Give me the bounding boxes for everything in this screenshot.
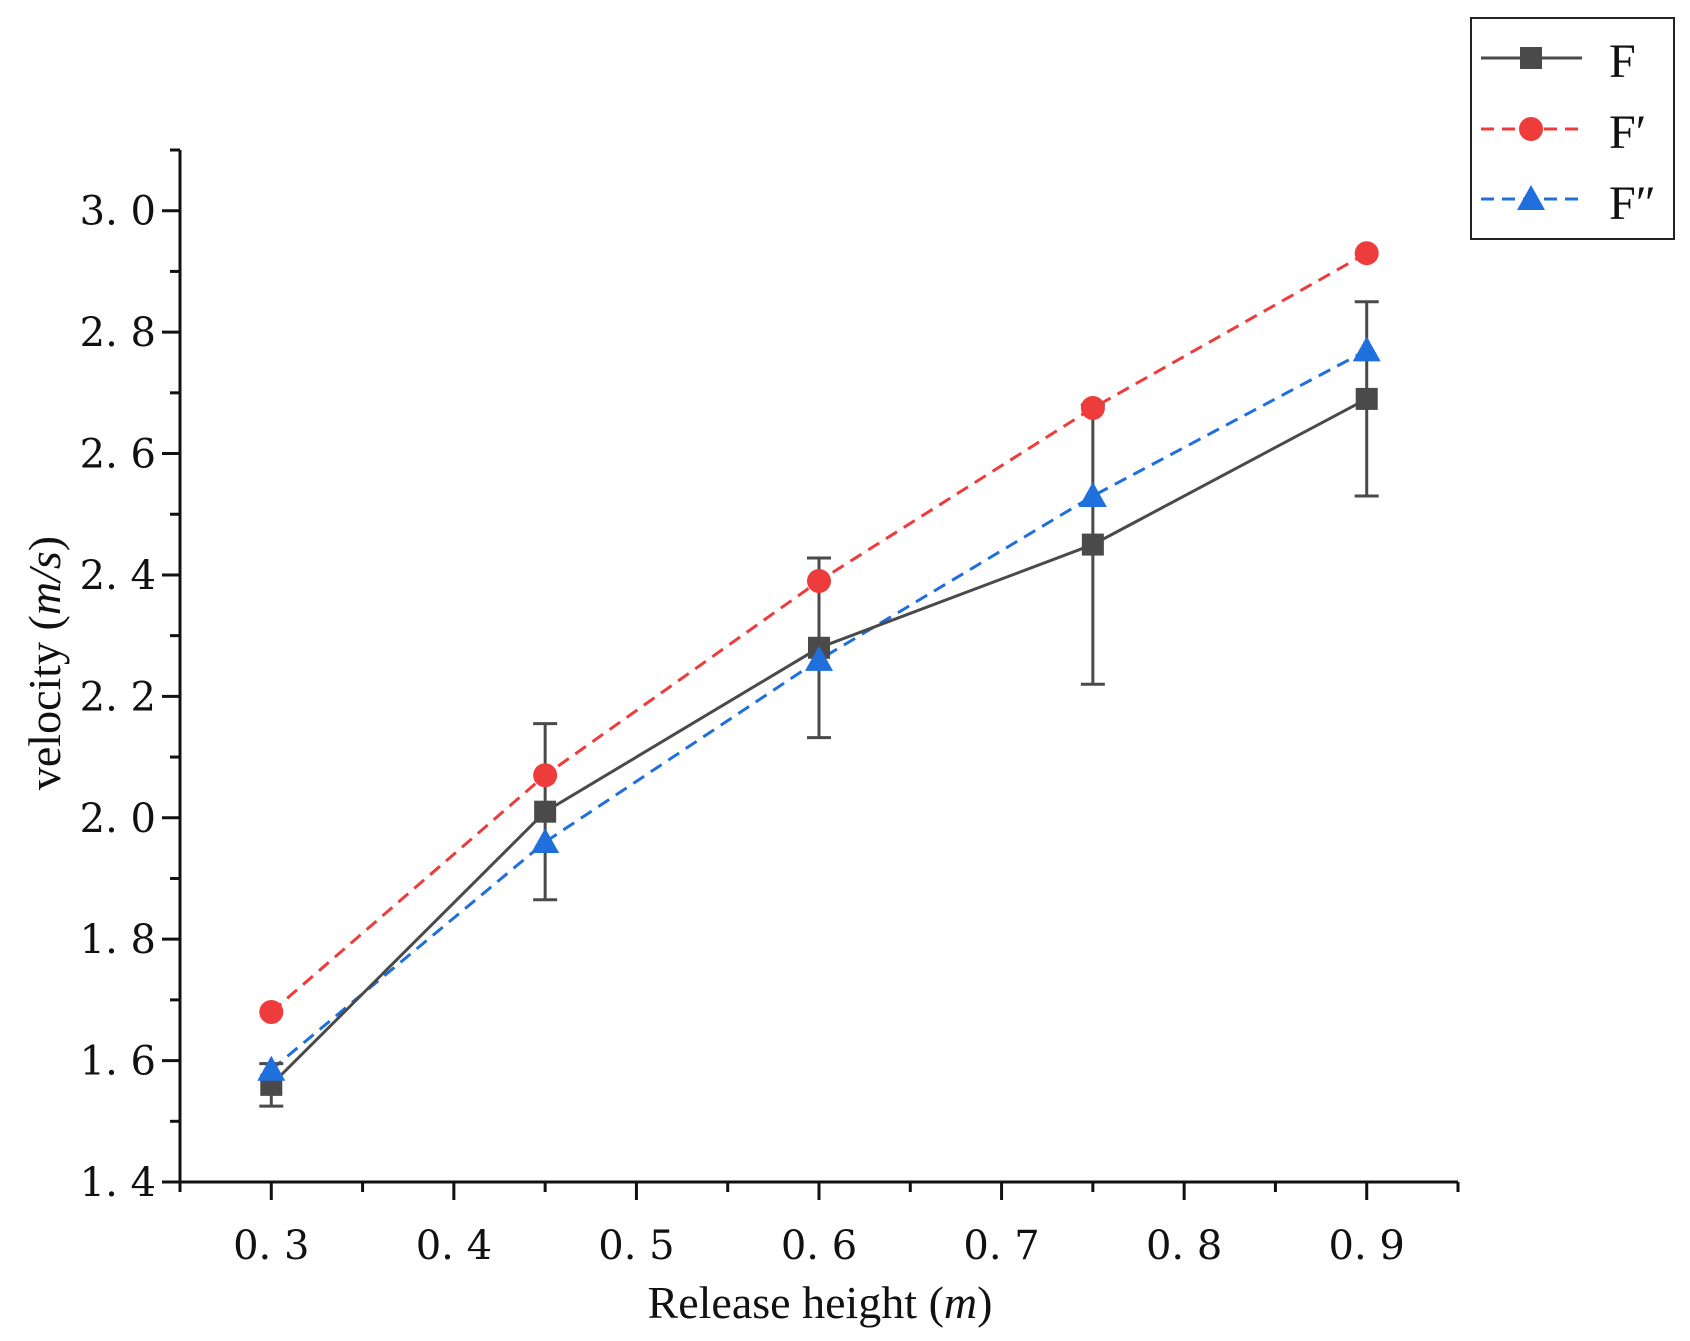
- x-tick-label: 0. 5: [598, 1223, 674, 1269]
- data-point-f: [534, 800, 557, 823]
- x-tick-label: 0. 7: [963, 1223, 1039, 1269]
- data-point-f-double-prime: [1352, 336, 1381, 362]
- x-tick-label: 0. 4: [416, 1223, 492, 1269]
- legend-marker-f-double-prime: [1517, 185, 1545, 210]
- legend-entries: [1481, 47, 1582, 210]
- x-axis-title-unit: m: [944, 1277, 977, 1328]
- y-tick-label: 3. 0: [80, 189, 156, 235]
- legend-marker-f: [1520, 47, 1542, 69]
- data-point-f-prime: [1354, 241, 1379, 266]
- data-point-f: [1355, 387, 1378, 410]
- y-axis-title-unit: m/s: [19, 551, 70, 615]
- x-axis-title: Release height (m): [648, 1277, 993, 1328]
- x-tick-label: 0. 3: [233, 1223, 309, 1269]
- y-tick-label: 2. 2: [80, 674, 156, 720]
- legend-label-f-double-prime: F″: [1609, 177, 1656, 230]
- data-point-f-double-prime: [531, 828, 560, 854]
- legend-marker-f-prime: [1519, 117, 1543, 141]
- data-point-f-prime: [533, 763, 558, 788]
- y-tick-label: 2. 8: [80, 310, 156, 356]
- x-tick-label: 0. 8: [1146, 1223, 1222, 1269]
- data-point-f-double-prime: [1078, 482, 1107, 508]
- data-point-f: [1081, 533, 1104, 556]
- data-point-f-prime: [807, 569, 831, 594]
- x-tick-label: 0. 9: [1329, 1223, 1405, 1269]
- x-tick-label: 0. 6: [781, 1223, 857, 1269]
- data-point-f-prime: [1080, 396, 1105, 420]
- legend-label-f: F: [1609, 35, 1636, 88]
- y-axis-title-text: velocity: [19, 642, 70, 790]
- y-tick-label: 1. 6: [80, 1039, 156, 1085]
- series-layer: [257, 241, 1381, 1108]
- y-tick-label: 2. 0: [80, 796, 156, 842]
- data-point-f-prime: [259, 1000, 284, 1025]
- y-tick-label: 2. 6: [80, 432, 156, 478]
- series-line-f-double-prime: [270, 349, 1368, 1071]
- y-tick-label: 1. 8: [80, 917, 156, 963]
- y-axis-title: velocity (m/s): [19, 536, 70, 790]
- legend-label-f-prime: F′: [1609, 106, 1646, 159]
- series-line-f: [270, 397, 1368, 1086]
- y-tick-label: 1. 4: [80, 1160, 156, 1206]
- data-point-f-double-prime: [805, 645, 833, 671]
- x-axis-title-text: Release height: [648, 1277, 918, 1328]
- axes: 0. 3 0. 4 0. 5 0. 6 0. 7 0. 8 0. 9 1. 4 1. 6 1. 8…: [80, 148, 1460, 1269]
- legend: F F′ F″: [1470, 17, 1675, 240]
- y-tick-label: 2. 4: [80, 553, 156, 599]
- data-point-f-double-prime: [257, 1055, 286, 1081]
